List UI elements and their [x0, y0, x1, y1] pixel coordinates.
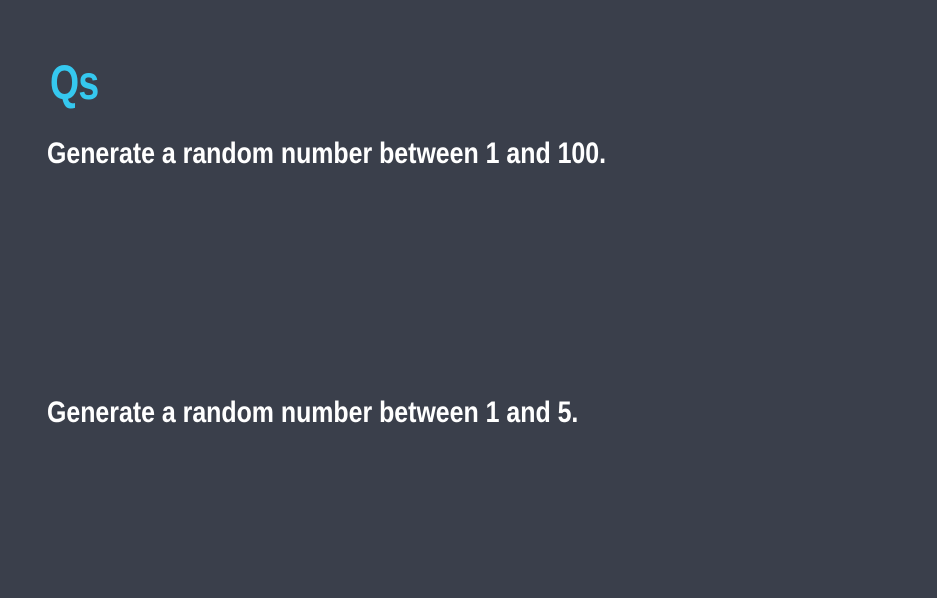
slide-title: Qs: [50, 57, 99, 110]
question-2: Generate a random number between 1 and 5…: [47, 396, 579, 429]
question-1: Generate a random number between 1 and 1…: [47, 137, 607, 170]
